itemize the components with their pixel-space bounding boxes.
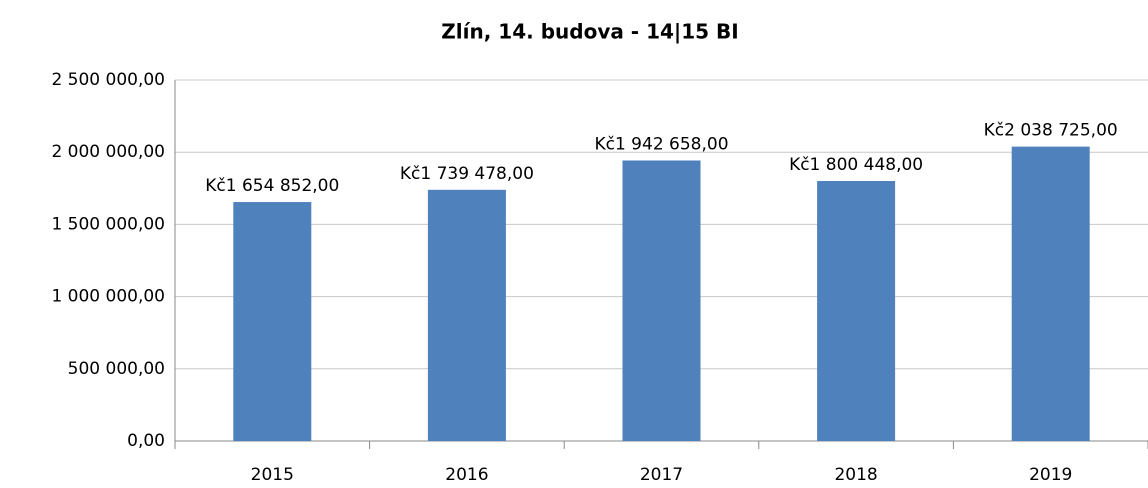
value-label: Kč1 800 448,00: [789, 155, 923, 175]
bar: [622, 160, 701, 442]
y-tick-label: 2 000 000,00: [51, 142, 165, 162]
chart-title: Zlín, 14. budova - 14|15 BI: [441, 20, 738, 44]
bar: [233, 202, 312, 441]
value-label: Kč2 038 725,00: [984, 121, 1118, 141]
x-tick-label: 2019: [1029, 465, 1072, 485]
value-label: Kč1 739 478,00: [400, 164, 534, 184]
bar: [1011, 146, 1090, 442]
value-label: Kč1 942 658,00: [594, 134, 728, 154]
x-tick-label: 2015: [251, 465, 294, 485]
bar: [427, 189, 506, 441]
y-tick-label: 1 500 000,00: [51, 214, 165, 234]
y-tick-label: 1 000 000,00: [51, 287, 165, 307]
x-tick-label: 2018: [834, 465, 877, 485]
bar: [817, 181, 896, 441]
value-label: Kč1 654 852,00: [205, 176, 339, 196]
x-tick-label: 2016: [445, 465, 488, 485]
y-tick-label: 2 500 000,00: [51, 70, 165, 90]
y-tick-label: 0,00: [127, 431, 165, 451]
y-tick-label: 500 000,00: [68, 359, 165, 379]
x-tick-label: 2017: [640, 465, 683, 485]
